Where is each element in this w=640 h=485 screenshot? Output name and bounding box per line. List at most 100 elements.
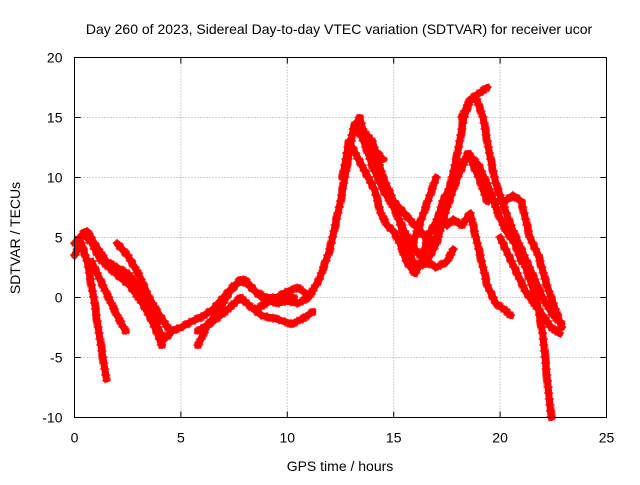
data-point [336,201,344,208]
data-point [469,222,477,229]
data-point [102,375,110,383]
series-arc-19 [491,191,567,332]
data-point [523,222,531,229]
x-tick-label: 20 [492,430,508,446]
data-point [539,267,547,274]
y-tick-label: 0 [55,290,63,306]
data-point [476,105,484,112]
data-point [264,313,272,321]
data-point [538,264,546,271]
data-point [366,156,374,163]
data-point [546,291,554,298]
data-point [345,141,353,148]
data-point [426,192,434,199]
data-point [166,330,174,337]
series-arc-21 [506,221,567,329]
data-point [416,219,424,226]
data-point [417,216,425,223]
data-point [540,270,547,277]
data-point [267,314,275,322]
data-point [478,258,486,265]
data-point [492,180,500,187]
x-tick-label: 5 [177,430,185,446]
data-point [122,327,130,335]
data-point [540,273,548,280]
data-point [486,186,493,193]
data-point [335,207,342,214]
y-tick-label: 20 [47,50,63,66]
data-point [428,186,436,193]
data-point [452,156,460,163]
data-point [525,231,533,238]
data-point [547,294,555,301]
data-point [332,219,340,226]
data-point [482,276,490,283]
data-point [346,138,354,145]
data-point [347,135,355,142]
data-point [361,141,369,148]
data-point [487,189,494,196]
data-point [483,279,491,286]
data-point [413,228,421,235]
data-point [408,243,416,250]
data-point [372,192,380,199]
data-point [422,204,430,211]
data-point [556,330,564,337]
series-layer [70,83,567,422]
data-point [477,255,485,262]
data-point [471,231,479,238]
data-point [521,213,529,220]
data-point [430,180,438,187]
data-point [409,240,417,247]
data-point [365,153,373,160]
data-point [476,249,483,256]
data-point [448,174,456,181]
data-point [518,201,526,208]
data-point [450,165,458,172]
data-point [371,186,378,193]
data-point [420,210,427,217]
series-arc-14 [367,143,388,164]
data-point [483,84,491,91]
data-point [432,174,440,181]
data-point [534,252,542,259]
data-point [501,207,509,214]
data-point [329,234,336,241]
data-point [418,213,426,220]
data-point [545,288,553,295]
data-point [522,216,530,223]
data-point [477,108,485,115]
data-point [466,210,474,217]
data-point [423,201,431,208]
data-point [487,156,495,163]
series-arc-20 [495,233,565,338]
data-point [349,129,357,136]
data-point [282,318,290,326]
series-arc-1 [70,237,111,384]
data-point [447,180,455,187]
data-point [367,159,375,166]
y-tick-label: 15 [47,110,63,126]
data-point [421,207,429,214]
data-point [507,312,515,319]
y-tick-label: 10 [47,170,63,186]
data-point [407,246,415,253]
data-point [481,273,489,280]
data-point [379,156,387,163]
data-point [270,314,278,322]
data-point [261,312,269,320]
data-point [446,183,454,190]
data-point [524,225,532,232]
data-point [475,102,483,109]
data-point [305,291,313,299]
data-point [525,228,532,235]
data-point [425,195,433,202]
data-point [360,138,368,145]
data-point [478,111,486,118]
data-point [431,177,439,184]
data-point [520,210,528,217]
data-point [480,267,488,274]
data-point [450,168,457,175]
